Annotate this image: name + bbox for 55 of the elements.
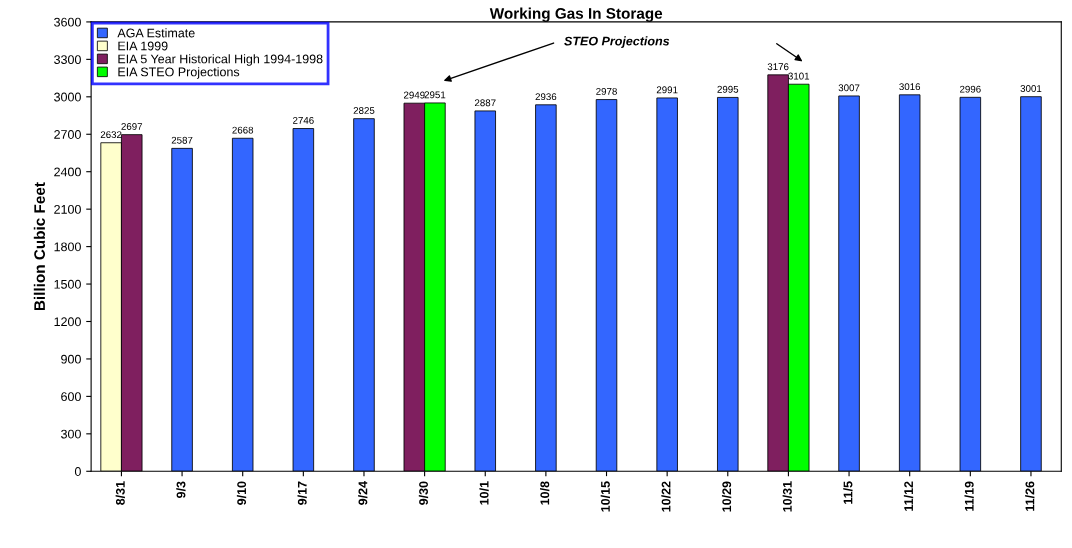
x-tick-label: 11/26: [1025, 481, 1035, 511]
x-tick-label: 10/8: [540, 481, 550, 505]
x-tick-label: 8/31: [115, 481, 125, 505]
x-tick-label: 9/30: [418, 481, 429, 505]
data-label: 2991: [656, 86, 678, 94]
x-tick-label: 11/5: [843, 481, 853, 504]
x-tick-label: 10/29: [721, 481, 732, 512]
y-tick-label: 600: [61, 392, 81, 402]
data-label: 3007: [838, 84, 860, 92]
data-label: 3101: [788, 72, 810, 80]
data-label: 2887: [474, 99, 496, 107]
data-label: 2668: [232, 126, 254, 134]
x-tick-label: 10/22: [661, 481, 671, 512]
y-tick-label: 3000: [54, 92, 81, 102]
x-tick-label: 9/3: [176, 481, 186, 498]
x-tick-label: 9/24: [358, 481, 368, 505]
data-label: 2996: [960, 85, 981, 93]
x-tick-label: 9/17: [297, 481, 307, 505]
y-tick-label: 900: [61, 354, 81, 364]
data-label: 2951: [424, 91, 446, 99]
x-tick-label: 10/1: [479, 481, 489, 505]
legend-label: EIA 1999: [118, 41, 168, 51]
y-tick-label: 3600: [54, 17, 81, 27]
x-tick-label: 11/19: [964, 481, 974, 511]
y-tick-label: 2100: [54, 204, 81, 214]
data-label: 2949: [403, 91, 425, 99]
x-tick-label: 10/15: [600, 481, 610, 512]
chart-title: Working Gas In Storage: [489, 7, 663, 22]
data-label: 2746: [293, 116, 314, 124]
data-label: 2587: [171, 136, 193, 144]
data-label: 2936: [535, 93, 557, 101]
legend-label: AGA Estimate: [117, 28, 195, 38]
data-label: 2632: [100, 131, 122, 139]
y-tick-label: 0: [74, 467, 81, 476]
y-tick-label: 2700: [54, 130, 81, 139]
y-tick-label: 2400: [54, 167, 81, 177]
x-tick-label: 11/12: [903, 481, 914, 511]
y-axis-title: Billion Cubic Feet: [33, 182, 46, 311]
data-label: 2825: [353, 107, 375, 114]
y-tick-label: 1500: [54, 279, 81, 289]
y-tick-label: 1800: [54, 242, 81, 252]
data-label: 3001: [1020, 85, 1042, 92]
y-tick-label: 1200: [54, 317, 81, 327]
data-label: 3176: [767, 63, 789, 71]
legend-label: EIA STEO Projections: [118, 67, 240, 79]
y-tick-label: 3300: [54, 55, 81, 65]
x-tick-label: 9/10: [236, 481, 247, 505]
annotation: STEO Projections: [564, 36, 670, 48]
data-label: 3016: [899, 83, 921, 91]
y-tick-label: 300: [61, 429, 81, 439]
data-label: 2697: [121, 123, 143, 130]
x-tick-label: 10/31: [782, 481, 792, 512]
data-label: 2995: [717, 85, 739, 93]
data-label: 2978: [596, 87, 617, 95]
legend-label: EIA 5 Year Historical High 1994-1998: [118, 54, 323, 66]
